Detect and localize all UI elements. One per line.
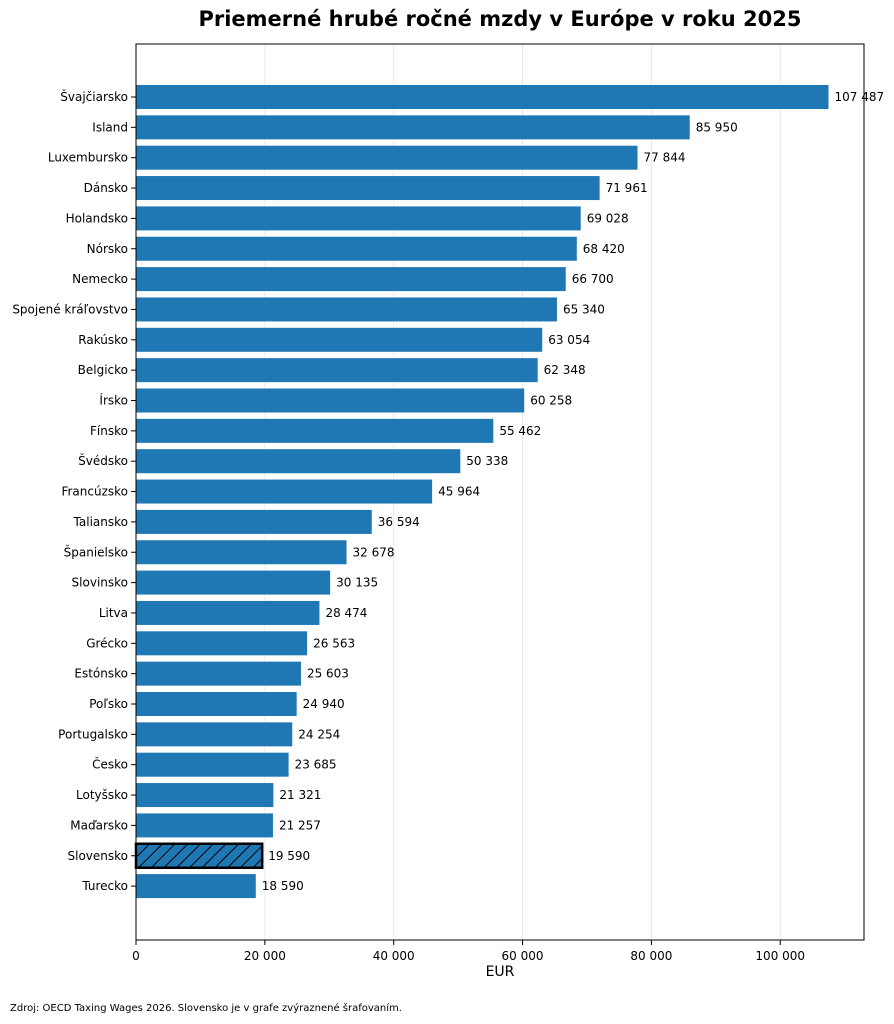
y-tick-label: Francúzsko: [61, 485, 128, 499]
x-tick-label: 0: [132, 949, 140, 963]
value-label: 25 603: [307, 667, 349, 681]
value-label: 30 135: [336, 576, 378, 590]
y-tick-label: Taliansko: [73, 515, 128, 529]
value-label: 24 940: [303, 697, 345, 711]
value-label: 65 340: [563, 302, 605, 316]
y-tick-label: Írsko: [99, 393, 128, 408]
x-tick-label: 40 000: [373, 949, 415, 963]
bar: [136, 176, 600, 201]
value-labels: 107 487 85 950 77 844 71 961 69 028 68 420 66 …: [262, 90, 884, 893]
value-label: 85 950: [696, 120, 738, 134]
x-tick-label: 20 000: [244, 949, 286, 963]
bar: [136, 692, 297, 716]
bar: [136, 206, 581, 231]
y-tick-label: Nórsko: [87, 242, 128, 256]
bar: [136, 874, 256, 899]
y-tick-label: Švédsko: [78, 453, 128, 468]
bar: [136, 479, 433, 504]
y-tick-label: Litva: [99, 606, 128, 620]
y-tick-label: Lotyšsko: [76, 788, 128, 802]
bar: [136, 267, 566, 292]
x-axis-label: EUR: [486, 964, 515, 980]
value-label: 26 563: [313, 636, 355, 650]
value-label: 23 685: [295, 758, 337, 772]
bar: [136, 509, 372, 534]
bar: [136, 388, 525, 413]
bar: [136, 145, 638, 170]
y-tick-label: Fínsko: [90, 424, 128, 438]
y-tick-label: Slovensko: [68, 849, 129, 863]
y-tick-label: Island: [92, 120, 128, 134]
y-tick-label: Portugalsko: [58, 727, 128, 741]
y-tick-label: Nemecko: [72, 272, 128, 286]
y-tick-label: Holandsko: [66, 211, 128, 225]
y-tick-label: Slovinsko: [72, 576, 128, 590]
bar: [136, 449, 461, 474]
bar: [136, 783, 274, 808]
value-label: 71 961: [606, 181, 648, 195]
bar: [136, 600, 320, 625]
value-label: 66 700: [572, 272, 614, 286]
value-label: 69 028: [587, 211, 629, 225]
y-tick-label: Švajčiarsko: [60, 89, 128, 104]
bar: [136, 236, 577, 261]
y-tick-label: Rakúsko: [78, 333, 128, 347]
bar: [136, 358, 538, 383]
value-label: 28 474: [325, 606, 367, 620]
y-tick-label: Luxembursko: [48, 151, 128, 165]
bar-highlighted: [134, 842, 264, 869]
bar: [136, 661, 301, 686]
value-label: 21 321: [279, 788, 321, 802]
bars: [134, 85, 829, 899]
source-footnote: Zdroj: OECD Taxing Wages 2026. Slovensko…: [10, 1003, 402, 1014]
bar: [136, 631, 308, 656]
bar: [136, 418, 494, 443]
value-label: 62 348: [544, 363, 586, 377]
bar: [136, 752, 289, 777]
bar: [136, 85, 829, 109]
value-label: 45 964: [438, 485, 480, 499]
value-label: 63 054: [548, 333, 590, 347]
value-label: 50 338: [466, 454, 508, 468]
bar: [136, 115, 690, 140]
x-axis-ticks: 0 20 000 40 000 60 000 80 000 100 000: [132, 940, 805, 963]
bar: [136, 327, 543, 352]
value-label: 18 590: [262, 879, 304, 893]
y-tick-label: Estónsko: [74, 667, 128, 681]
value-label: 77 844: [644, 151, 686, 165]
y-tick-label: Poľsko: [89, 697, 128, 711]
value-label: 107 487: [834, 90, 884, 104]
bar: [136, 540, 347, 565]
value-label: 55 462: [499, 424, 541, 438]
value-label: 60 258: [530, 394, 572, 408]
y-tick-label: Spojené kráľovstvo: [12, 302, 128, 316]
bar: [136, 722, 293, 747]
value-label: 36 594: [378, 515, 420, 529]
value-label: 24 254: [298, 727, 340, 741]
value-label: 32 678: [353, 545, 395, 559]
x-tick-label: 60 000: [502, 949, 544, 963]
chart-title: Priemerné hrubé ročné mzdy v Európe v ro…: [198, 7, 801, 31]
bar: [136, 813, 273, 838]
value-label: 68 420: [583, 242, 625, 256]
y-tick-label: Belgicko: [78, 363, 128, 377]
x-tick-label: 80 000: [630, 949, 672, 963]
x-tick-label: 100 000: [755, 949, 805, 963]
y-axis-ticks: Švajčiarsko Island Luxembursko Dánsko Holand…: [12, 89, 136, 893]
bar: [136, 570, 331, 595]
y-tick-label: Česko: [92, 757, 128, 772]
y-tick-label: Španielsko: [64, 544, 128, 559]
y-tick-label: Dánsko: [84, 181, 128, 195]
value-label: 21 257: [279, 818, 321, 832]
value-label: 19 590: [268, 849, 310, 863]
y-tick-label: Maďarsko: [70, 818, 128, 832]
plot-frame: [135, 43, 865, 941]
y-tick-label: Turecko: [81, 879, 128, 893]
bar: [136, 297, 557, 322]
y-tick-label: Grécko: [86, 636, 128, 650]
